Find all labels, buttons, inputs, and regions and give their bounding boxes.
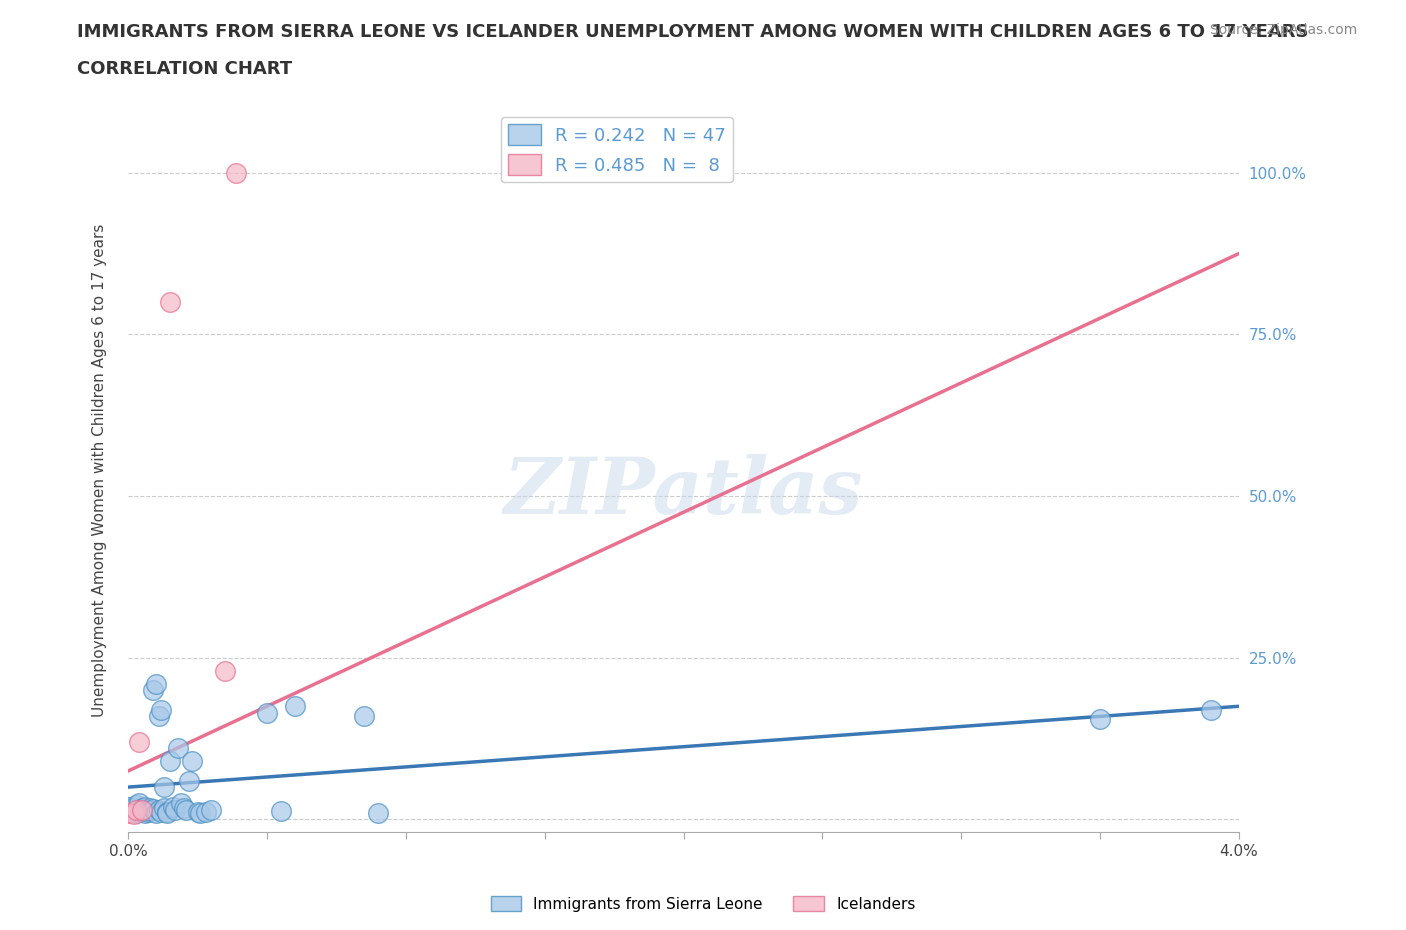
Point	[125, 803, 148, 817]
Point	[200, 803, 222, 817]
Point	[131, 803, 153, 817]
Text: CORRELATION CHART: CORRELATION CHART	[77, 60, 292, 78]
Point	[136, 804, 159, 819]
Point	[148, 709, 170, 724]
Point	[128, 804, 150, 819]
Point	[176, 803, 198, 817]
Legend: R = 0.242   N = 47, R = 0.485   N =  8: R = 0.242 N = 47, R = 0.485 N = 8	[501, 117, 733, 182]
Point	[353, 709, 375, 724]
Point	[145, 805, 167, 820]
Point	[162, 799, 184, 814]
Point	[179, 773, 201, 788]
Point	[117, 805, 139, 820]
Point	[142, 683, 165, 698]
Point	[159, 295, 181, 310]
Point	[173, 801, 195, 816]
Point	[190, 805, 212, 820]
Point	[145, 676, 167, 691]
Y-axis label: Unemployment Among Women with Children Ages 6 to 17 years: Unemployment Among Women with Children A…	[93, 223, 107, 717]
Point	[1088, 711, 1111, 726]
Point	[270, 804, 292, 818]
Point	[187, 804, 209, 819]
Point	[1199, 702, 1222, 717]
Point	[194, 804, 217, 819]
Point	[122, 807, 145, 822]
Point	[214, 663, 236, 678]
Point	[150, 702, 173, 717]
Point	[142, 802, 165, 817]
Point	[153, 779, 176, 794]
Point	[117, 799, 139, 814]
Point	[284, 698, 307, 713]
Point	[128, 735, 150, 750]
Point	[134, 805, 156, 820]
Point	[159, 754, 181, 769]
Point	[125, 805, 148, 820]
Point	[148, 803, 170, 817]
Point	[128, 796, 150, 811]
Point	[167, 741, 190, 756]
Point	[120, 803, 142, 817]
Point	[181, 754, 204, 769]
Point	[150, 804, 173, 819]
Point	[139, 804, 162, 818]
Point	[170, 796, 193, 811]
Text: Source: ZipAtlas.com: Source: ZipAtlas.com	[1209, 23, 1357, 37]
Legend: Immigrants from Sierra Leone, Icelanders: Immigrants from Sierra Leone, Icelanders	[485, 889, 921, 918]
Point	[256, 705, 278, 720]
Point	[225, 166, 247, 180]
Point	[125, 798, 148, 813]
Point	[136, 803, 159, 817]
Point	[156, 804, 179, 819]
Text: ZIPatlas: ZIPatlas	[503, 454, 863, 530]
Text: IMMIGRANTS FROM SIERRA LEONE VS ICELANDER UNEMPLOYMENT AMONG WOMEN WITH CHILDREN: IMMIGRANTS FROM SIERRA LEONE VS ICELANDE…	[77, 23, 1309, 41]
Point	[131, 801, 153, 816]
Point	[165, 803, 187, 817]
Point	[134, 799, 156, 814]
Point	[153, 801, 176, 816]
Point	[122, 801, 145, 816]
Point	[139, 801, 162, 816]
Point	[156, 805, 179, 820]
Point	[131, 803, 153, 817]
Point	[367, 805, 389, 820]
